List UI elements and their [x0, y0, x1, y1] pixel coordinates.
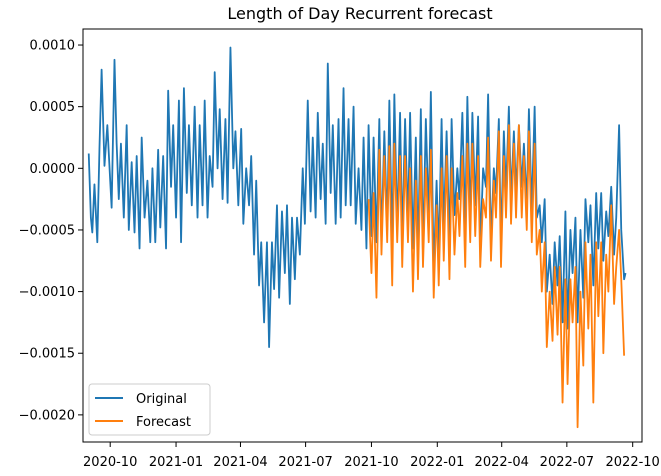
y-tick-label: 0.0000 — [30, 162, 76, 177]
legend-label-original: Original — [136, 392, 187, 407]
plot-frame — [82, 28, 643, 443]
chart-title: Length of Day Recurrent forecast — [227, 4, 492, 23]
y-tick-label: 0.0005 — [30, 100, 76, 115]
x-tick-label: 2021-04 — [213, 455, 267, 470]
series-line-forecast — [367, 124, 626, 429]
x-tick-label: 2021-01 — [149, 455, 203, 470]
series-layer — [87, 46, 627, 429]
legend: Original Forecast — [88, 383, 211, 436]
y-tick-label: 0.0010 — [30, 39, 76, 54]
x-tick-label: 2022-01 — [410, 455, 464, 470]
y-tick-label: −0.0015 — [19, 347, 75, 362]
x-tick-label: 2022-04 — [475, 455, 529, 470]
x-tick-label: 2022-10 — [606, 455, 660, 470]
axis-layer: 0.0010 0.0005 0.0000 −0.0005 −0.0010 −0.0015 −… — [19, 39, 660, 470]
x-tick-label: 2021-10 — [344, 455, 398, 470]
x-tick-label: 2022-07 — [540, 455, 594, 470]
y-tick-label: −0.0005 — [19, 223, 75, 238]
y-tick-label: −0.0020 — [19, 408, 75, 423]
legend-label-forecast: Forecast — [136, 415, 191, 430]
x-tick-label: 2021-07 — [278, 455, 332, 470]
y-tick-label: −0.0010 — [19, 285, 75, 300]
legend-box — [88, 383, 211, 436]
x-tick-label: 2020-10 — [83, 455, 137, 470]
